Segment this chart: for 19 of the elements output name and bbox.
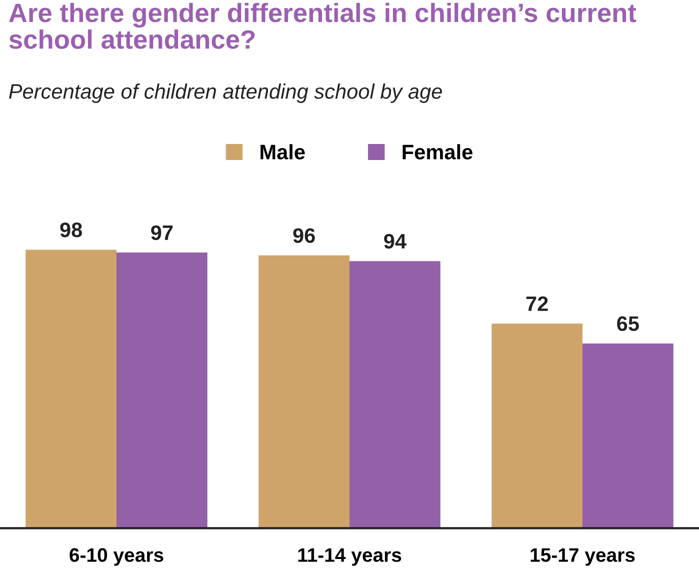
bar bbox=[26, 250, 116, 528]
x-tick-label: 15-17 years bbox=[530, 548, 635, 566]
bar bbox=[350, 261, 440, 528]
data-label: 65 bbox=[617, 316, 639, 332]
legend-label: Female bbox=[402, 144, 472, 160]
data-label: 98 bbox=[60, 222, 82, 238]
data-label: 97 bbox=[151, 225, 173, 240]
chart-subtitle: Percentage of children attending school by age bbox=[9, 84, 442, 103]
bar bbox=[258, 255, 350, 528]
bar bbox=[492, 324, 582, 528]
legend-label: Male bbox=[260, 144, 305, 160]
bar bbox=[116, 252, 208, 528]
x-tick-label: 11-14 years bbox=[298, 548, 402, 566]
data-label: 72 bbox=[526, 296, 548, 311]
chart-title: Are there gender differentials in children’s current school attendance? bbox=[9, 2, 636, 49]
bar bbox=[582, 343, 674, 528]
data-label: 94 bbox=[384, 234, 406, 249]
x-tick-label: 6-10 years bbox=[70, 548, 164, 566]
data-label: 96 bbox=[293, 228, 315, 243]
